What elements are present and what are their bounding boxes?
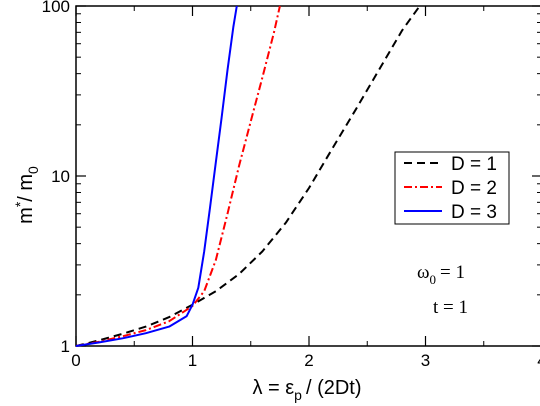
- x-tick-label: 3: [421, 351, 430, 370]
- x-axis-label: λ = εp / (2Dt): [252, 377, 361, 403]
- series-lines: [75, 5, 421, 347]
- y-tick-label: 100: [42, 0, 70, 16]
- y-tick-label: 10: [51, 167, 70, 186]
- x-tick-label: 2: [304, 351, 313, 370]
- legend-label-d2: D = 2: [451, 178, 497, 199]
- legend-label-d1: D = 1: [451, 154, 497, 175]
- legend: D = 1 D = 2 D = 3: [394, 151, 510, 225]
- omega-annotation: ω0 = 1: [417, 262, 465, 287]
- tick-labels: 01234110100: [42, 0, 540, 370]
- series-line-d3: [75, 5, 238, 347]
- legend-label-d3: D = 3: [451, 202, 497, 223]
- series-line-d2: [75, 5, 281, 347]
- y-axis-label: m*/ m0: [12, 166, 41, 224]
- x-tick-label: 1: [188, 351, 197, 370]
- t-annotation: t = 1: [433, 297, 468, 318]
- y-tick-label: 1: [61, 337, 70, 356]
- x-tick-label: 0: [71, 351, 80, 370]
- x-tick-label: 4: [537, 351, 540, 370]
- series-line-d1: [75, 5, 421, 347]
